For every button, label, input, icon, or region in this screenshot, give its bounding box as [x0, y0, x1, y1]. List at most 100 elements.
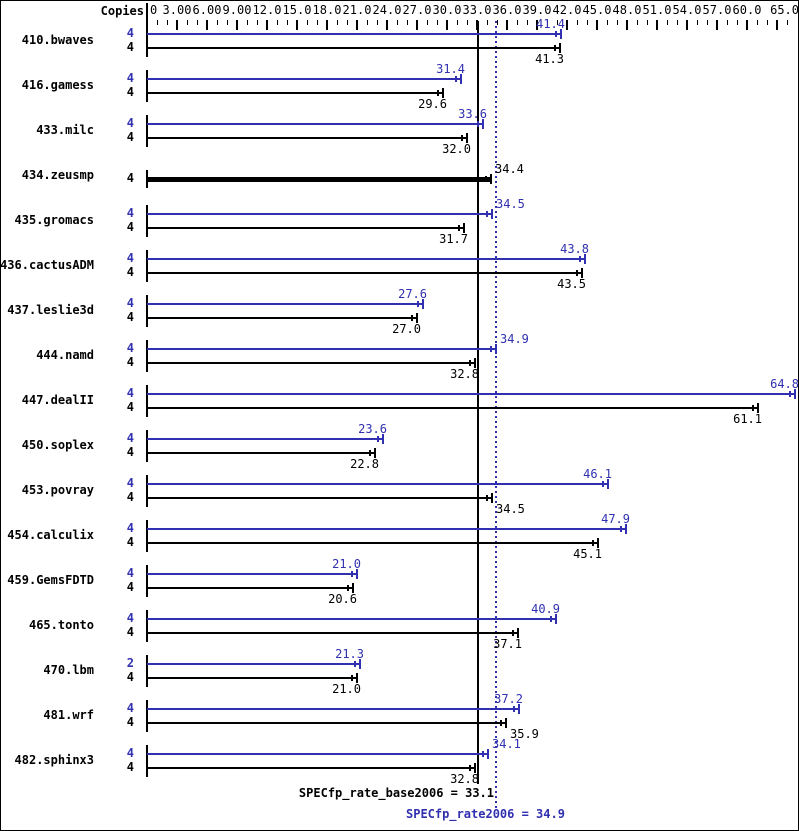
minor-tick-mark: [787, 20, 788, 25]
base-bar-range-tick: [347, 585, 349, 591]
axis-tick-label: 36.0: [492, 3, 522, 17]
bar-axis-stub: [146, 70, 148, 102]
major-tick-mark: [506, 20, 508, 30]
bar-axis-stub: [146, 25, 148, 57]
base-bar: [147, 497, 492, 499]
copies-value: 2: [126, 656, 134, 670]
peak-bar-range-tick: [579, 256, 581, 262]
minor-tick-mark: [277, 20, 278, 25]
peak-bar-endcap: [584, 254, 586, 264]
peak-bar-endcap: [625, 524, 627, 534]
peak-bar: [147, 753, 488, 755]
peak-bar-endcap: [487, 749, 489, 759]
minor-tick-mark: [707, 20, 708, 25]
bar-axis-stub: [146, 565, 148, 597]
minor-tick-mark: [187, 20, 188, 25]
bar-axis-stub: [146, 205, 148, 237]
minor-tick-mark: [467, 20, 468, 25]
base-bar-range-tick: [554, 45, 556, 51]
copies-value: 4: [126, 265, 134, 279]
peak-bar-range-tick: [455, 76, 457, 82]
peak-bar-range-tick: [417, 301, 419, 307]
peak-bar: [147, 663, 360, 665]
copies-value: 4: [126, 521, 134, 535]
copies-value: 4: [126, 130, 134, 144]
copies-value: 4: [126, 580, 134, 594]
peak-bar-range-tick: [486, 211, 488, 217]
minor-tick-mark: [167, 20, 168, 25]
minor-tick-mark: [287, 20, 288, 25]
major-tick-mark: [656, 20, 658, 30]
peak-bar: [147, 393, 795, 395]
bar-value-label: 40.9: [531, 602, 560, 616]
peak-bar-range-tick: [789, 391, 791, 397]
copies-value: 4: [126, 476, 134, 490]
minor-tick-mark: [487, 20, 488, 25]
copies-value: 4: [126, 40, 134, 54]
major-tick-mark: [536, 20, 538, 30]
bar-axis-stub: [146, 385, 148, 417]
minor-tick-mark: [247, 20, 248, 25]
peak-bar-endcap: [422, 299, 424, 309]
benchmark-label: 459.GemsFDTD: [7, 573, 94, 587]
copies-value: 4: [126, 310, 134, 324]
base-bar-endcap: [474, 763, 476, 773]
bar-value-label: 64.8: [770, 377, 799, 391]
minor-tick-mark: [697, 20, 698, 25]
bar-value-label: 21.3: [335, 647, 364, 661]
axis-tick-label: 48.0: [612, 3, 642, 17]
peak-bar-range-tick: [602, 481, 604, 487]
peak-bar-endcap: [555, 614, 557, 624]
copies-value: 4: [126, 625, 134, 639]
minor-tick-mark: [217, 20, 218, 25]
axis-tick-label: 60.0: [732, 3, 762, 17]
benchmark-label: 450.soplex: [21, 438, 94, 452]
minor-tick-mark: [667, 20, 668, 25]
base-bar: [147, 272, 582, 274]
major-tick-mark: [386, 20, 388, 30]
base-bar-range-tick: [351, 675, 353, 681]
benchmark-label: 482.sphinx3: [14, 753, 94, 767]
base-bar: [147, 47, 560, 49]
bar-value-label: 32.8: [450, 367, 479, 381]
bar-axis-stub: [146, 250, 148, 282]
minor-tick-mark: [637, 20, 638, 25]
base-bar-endcap: [466, 133, 468, 143]
peak-bar-endcap: [382, 434, 384, 444]
peak-bar: [147, 438, 383, 440]
base-bar: [147, 767, 475, 769]
bar-value-label: 21.0: [332, 557, 361, 571]
minor-tick-mark: [337, 20, 338, 25]
axis-tick-label: 6.00: [192, 3, 222, 17]
axis-tick-label: 33.0: [462, 3, 492, 17]
peak-bar-range-tick: [490, 346, 492, 352]
copies-value: 4: [126, 355, 134, 369]
bar-axis-stub: [146, 745, 148, 777]
bar-axis-stub: [146, 340, 148, 372]
peak-bar-range-tick: [550, 616, 552, 622]
peak-bar-endcap: [359, 659, 361, 669]
base-bar-endcap: [374, 448, 376, 458]
base-bar-range-tick: [411, 315, 413, 321]
benchmark-label: 433.milc: [36, 123, 94, 137]
bar-value-label: 37.1: [493, 637, 522, 651]
peak-bar-endcap: [460, 74, 462, 84]
benchmark-label: 416.gamess: [21, 78, 94, 92]
minor-tick-mark: [437, 20, 438, 25]
bar-axis-stub: [146, 430, 148, 462]
minor-tick-mark: [557, 20, 558, 25]
base-bar: [147, 452, 375, 454]
axis-tick-label: 45.0: [582, 3, 612, 17]
base-bar-range-tick: [369, 450, 371, 456]
peak-bar-endcap: [607, 479, 609, 489]
minor-tick-mark: [767, 20, 768, 25]
major-tick-mark: [176, 20, 178, 30]
axis-tick-label: 54.0: [672, 3, 702, 17]
copies-value: 4: [126, 746, 134, 760]
copies-value: 4: [126, 85, 134, 99]
bar-value-label: 35.9: [510, 727, 539, 741]
copies-value: 4: [126, 296, 134, 310]
base-bar-endcap: [491, 493, 493, 503]
base-bar: [147, 407, 758, 409]
base-bar-endcap: [597, 538, 599, 548]
